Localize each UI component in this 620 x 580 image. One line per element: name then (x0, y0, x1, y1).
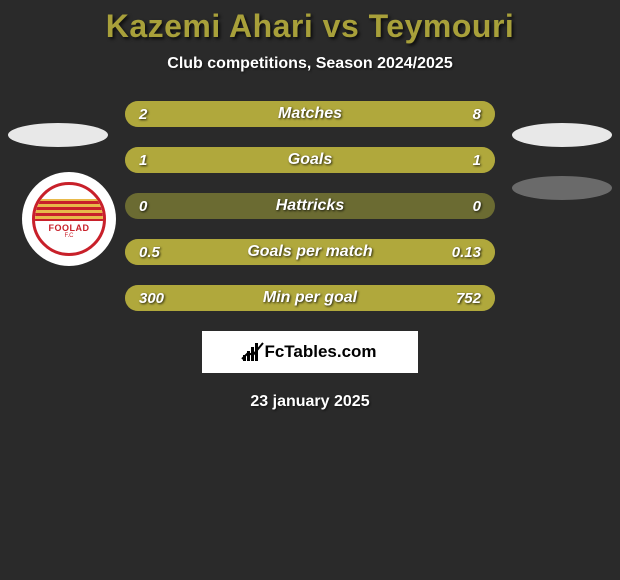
stat-value-right: 0 (473, 198, 481, 215)
brand-text: FcTables.com (264, 342, 376, 362)
chart-icon (243, 343, 258, 361)
stat-value-left: 0 (139, 198, 147, 215)
stat-value-right: 0.13 (452, 244, 481, 261)
stat-row: 2 Matches 8 (125, 101, 495, 127)
stat-label: Matches (278, 105, 342, 123)
stat-label: Hattricks (276, 197, 344, 215)
stat-value-left: 2 (139, 106, 147, 123)
stats-container: 2 Matches 8 1 Goals 1 0 Hattricks 0 0.5 Goals per … (0, 101, 620, 311)
stat-label: Min per goal (263, 289, 357, 307)
stat-label: Goals per match (247, 243, 372, 261)
stat-fill-right (310, 147, 495, 173)
stat-fill-left (125, 147, 310, 173)
stat-value-left: 1 (139, 152, 147, 169)
brand-box: FcTables.com (202, 331, 418, 373)
stat-row: 0 Hattricks 0 (125, 193, 495, 219)
stat-value-right: 8 (473, 106, 481, 123)
stat-fill-left (125, 101, 199, 127)
stat-value-left: 300 (139, 290, 164, 307)
stat-fill-right (199, 101, 495, 127)
stat-label: Goals (288, 151, 332, 169)
stat-value-left: 0.5 (139, 244, 160, 261)
page-title: Kazemi Ahari vs Teymouri (0, 0, 620, 45)
stat-value-right: 752 (456, 290, 481, 307)
stat-row: 300 Min per goal 752 (125, 285, 495, 311)
stat-row: 0.5 Goals per match 0.13 (125, 239, 495, 265)
subtitle: Club competitions, Season 2024/2025 (0, 55, 620, 73)
stat-row: 1 Goals 1 (125, 147, 495, 173)
date-text: 23 january 2025 (0, 393, 620, 411)
stat-value-right: 1 (473, 152, 481, 169)
